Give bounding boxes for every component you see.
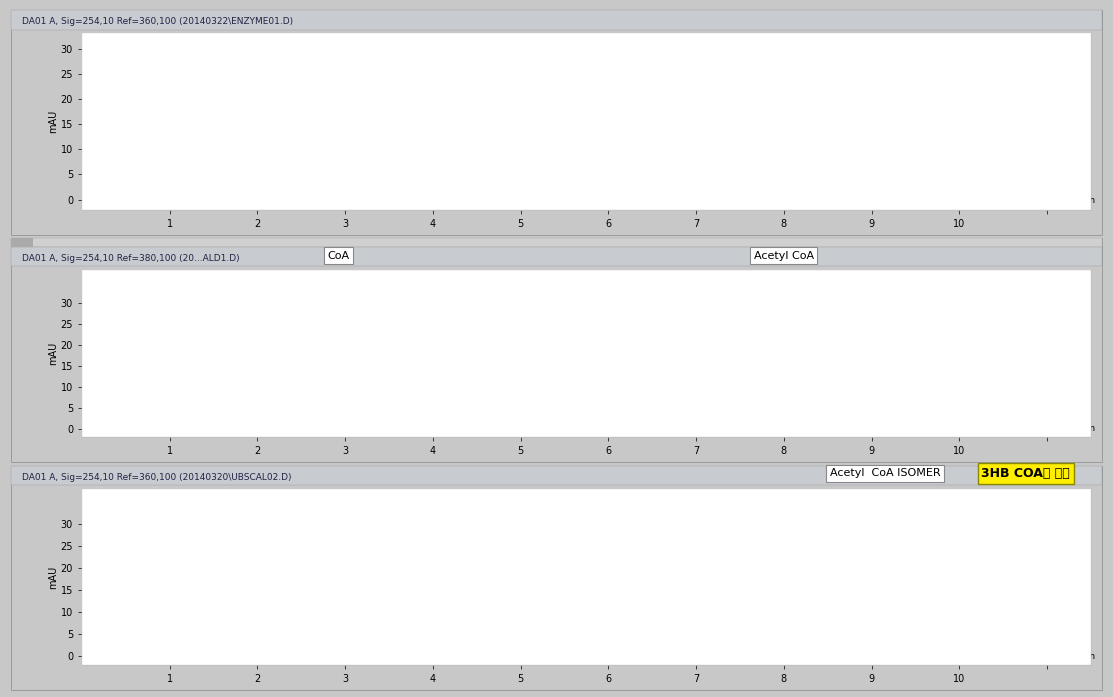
Text: 1.271: 1.271 bbox=[190, 154, 197, 174]
Text: 0.838: 0.838 bbox=[152, 394, 158, 414]
Text: 0.608: 0.608 bbox=[132, 162, 138, 182]
Text: 기질만 넣은 조건 acetyl CoA 0.1 mM: 기질만 넣은 조건 acetyl CoA 0.1 mM bbox=[392, 330, 562, 343]
Text: 0.938: 0.938 bbox=[161, 157, 167, 177]
Text: DA01 A, Sig=254,10 Ref=380,100 (20...ALD1.D): DA01 A, Sig=254,10 Ref=380,100 (20...ALD… bbox=[22, 254, 240, 263]
Y-axis label: mAU: mAU bbox=[48, 565, 58, 588]
Text: Acetyl CoA: Acetyl CoA bbox=[754, 250, 814, 261]
Text: 3HB COA로 추정: 3HB COA로 추정 bbox=[982, 467, 1070, 480]
Text: 3.216: 3.216 bbox=[362, 620, 367, 641]
Text: min: min bbox=[1077, 424, 1095, 433]
Text: 2.910: 2.910 bbox=[334, 510, 341, 530]
Text: 1.066: 1.066 bbox=[173, 141, 178, 162]
Text: DA01 A, Sig=254,10 Ref=360,100 (20140322\ENZYME01.D): DA01 A, Sig=254,10 Ref=360,100 (20140322… bbox=[22, 17, 294, 26]
Text: 0.902: 0.902 bbox=[158, 618, 164, 638]
Text: 2.629: 2.629 bbox=[309, 618, 316, 638]
Text: 3.236: 3.236 bbox=[363, 396, 368, 416]
Text: 10.63: 10.63 bbox=[1012, 614, 1017, 634]
Text: 7.000: 7.000 bbox=[693, 537, 699, 557]
Y-axis label: mAU: mAU bbox=[48, 110, 58, 133]
Text: 1.071: 1.071 bbox=[173, 388, 179, 408]
Text: 0.838: 0.838 bbox=[152, 159, 158, 179]
Text: 2.409: 2.409 bbox=[290, 621, 296, 641]
Text: 9.152: 9.152 bbox=[881, 623, 888, 643]
Text: 4.800: 4.800 bbox=[500, 400, 506, 420]
Text: CoA: CoA bbox=[327, 250, 349, 261]
Text: 4.844: 4.844 bbox=[504, 625, 510, 645]
Text: 2.925: 2.925 bbox=[336, 361, 342, 381]
Text: 1.096: 1.096 bbox=[175, 137, 181, 158]
Text: 0.604: 0.604 bbox=[132, 623, 138, 643]
Text: 0.607: 0.607 bbox=[132, 396, 138, 416]
Text: Acetyl  CoA ISOMER: Acetyl CoA ISOMER bbox=[829, 468, 940, 479]
Text: 2.619: 2.619 bbox=[308, 169, 315, 190]
Text: 9.211: 9.211 bbox=[887, 394, 893, 414]
Text: DA01 A, Sig=254,10 Ref=360,100 (20140320\UBSCAL02.D): DA01 A, Sig=254,10 Ref=360,100 (20140320… bbox=[22, 473, 292, 482]
Text: 1.237: 1.237 bbox=[188, 610, 194, 629]
Text: 1.372: 1.372 bbox=[199, 158, 206, 178]
Text: Thiolase와 hbd만 넣은 조건: Thiolase와 hbd만 넣은 조건 bbox=[590, 112, 715, 125]
Text: 1.245: 1.245 bbox=[188, 374, 195, 394]
Text: min: min bbox=[1077, 652, 1095, 661]
Text: 1.000: 1.000 bbox=[167, 614, 173, 634]
Text: 1.527: 1.527 bbox=[213, 71, 219, 91]
Text: 1.119: 1.119 bbox=[177, 612, 184, 632]
Text: 8.000: 8.000 bbox=[781, 344, 787, 364]
Text: acetyl CoA 0.2 mM + thil+hbd: acetyl CoA 0.2 mM + thil+hbd bbox=[387, 553, 567, 566]
Text: min: min bbox=[1077, 196, 1095, 204]
Y-axis label: mAU: mAU bbox=[48, 342, 58, 365]
